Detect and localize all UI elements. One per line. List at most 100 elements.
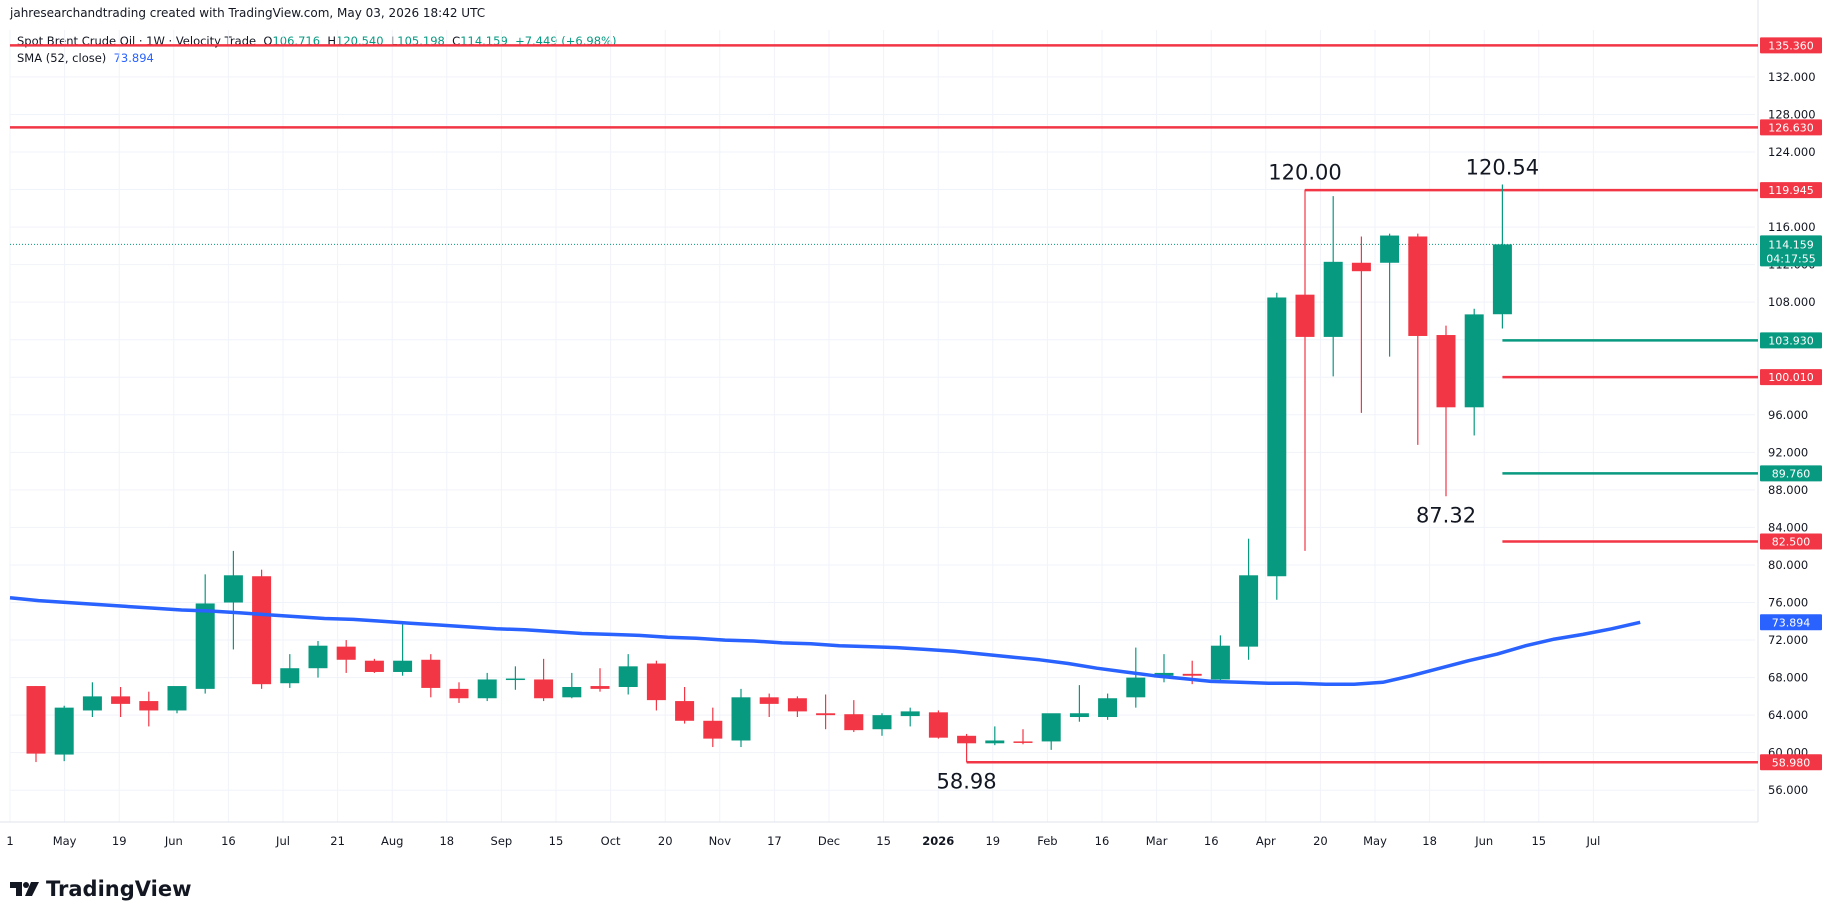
candle-body	[252, 576, 272, 685]
level-price-tag	[1760, 754, 1822, 771]
tradingview-brand[interactable]: TradingView	[10, 877, 191, 901]
x-tick-label: 15	[876, 834, 891, 848]
x-tick-label: Aug	[381, 834, 403, 848]
low-label: L	[390, 34, 398, 48]
last-price-label: 114.159	[1768, 238, 1814, 251]
close-label: C	[452, 34, 461, 48]
candle-body	[1408, 236, 1428, 336]
price-annotation: 120.54	[1466, 155, 1539, 179]
x-tick-label: 1	[6, 834, 13, 848]
candle-body	[646, 663, 666, 701]
price-chart[interactable]: 56.00060.00064.00068.00072.00076.00080.0…	[0, 0, 1835, 870]
x-tick-label: 21	[330, 834, 345, 848]
candle-body	[26, 686, 46, 754]
candle-body	[1126, 677, 1146, 698]
y-tick-label: 80.000	[1768, 558, 1808, 572]
x-tick-label: 2026	[922, 834, 954, 848]
y-tick-label: 124.000	[1768, 145, 1816, 159]
candle-body	[675, 701, 695, 721]
y-tick-label: 72.000	[1768, 633, 1808, 647]
level-price-tag	[1760, 37, 1822, 54]
x-tick-label: 18	[439, 834, 454, 848]
sma-legend[interactable]: SMA (52, close) 73.894	[17, 51, 154, 65]
candle-body	[1492, 244, 1512, 315]
x-tick-label: May	[53, 834, 77, 848]
sma-price-label: 73.894	[1772, 616, 1811, 629]
candle-body	[364, 660, 384, 672]
open-label: O	[263, 34, 273, 48]
candle-body	[787, 698, 807, 712]
candle-body	[534, 679, 554, 699]
candle-body	[900, 711, 920, 717]
y-tick-label: 92.000	[1768, 445, 1808, 459]
y-tick-label: 108.000	[1768, 295, 1816, 309]
candle-body	[562, 686, 582, 698]
x-tick-label: 16	[1095, 834, 1110, 848]
x-tick-label: Mar	[1146, 834, 1168, 848]
candle-body	[393, 660, 413, 672]
candle-body	[1380, 235, 1400, 263]
level-price-label: 100.010	[1768, 371, 1814, 384]
x-tick-label: May	[1363, 834, 1387, 848]
candle-body	[731, 697, 751, 741]
candle-body	[336, 646, 356, 660]
sma-value: 73.894	[113, 51, 154, 65]
candle-body	[590, 686, 610, 689]
candle-body	[1239, 575, 1259, 647]
candle-body	[1323, 261, 1343, 337]
candle-body	[1182, 673, 1202, 676]
candle-body	[449, 688, 469, 699]
level-price-tag	[1760, 182, 1822, 199]
price-annotation: 87.32	[1416, 503, 1476, 527]
price-annotation: 120.00	[1268, 161, 1341, 185]
x-tick-label: Nov	[709, 834, 732, 848]
x-tick-label: 17	[767, 834, 782, 848]
sma-line	[9, 596, 1641, 686]
level-price-tag	[1760, 119, 1822, 136]
x-tick-label: Feb	[1037, 834, 1057, 848]
y-tick-label: 64.000	[1768, 708, 1808, 722]
level-price-label: 82.500	[1772, 536, 1811, 549]
bar-countdown-label: 04:17:55	[1766, 252, 1815, 265]
level-price-label: 58.980	[1772, 756, 1811, 769]
y-tick-label: 68.000	[1768, 671, 1808, 685]
last-price-tag	[1760, 235, 1822, 267]
brand-name: TradingView	[46, 877, 192, 901]
candle-body	[1436, 335, 1456, 408]
y-tick-label: 128.000	[1768, 107, 1816, 121]
level-price-tag	[1760, 369, 1822, 386]
candle-body	[477, 679, 497, 699]
candle-body	[1267, 297, 1287, 577]
candle-body	[1069, 713, 1089, 718]
candle-body	[82, 696, 102, 711]
candle-body	[928, 712, 948, 738]
candle-body	[54, 707, 74, 755]
high-label: H	[327, 34, 336, 48]
candle-body	[985, 740, 1005, 744]
x-tick-label: 16	[1204, 834, 1219, 848]
level-price-tag	[1760, 332, 1822, 349]
y-tick-label: 96.000	[1768, 408, 1808, 422]
x-tick-label: 19	[112, 834, 127, 848]
candle-body	[223, 575, 243, 603]
candle-body	[1098, 698, 1118, 718]
x-tick-label: Jun	[1474, 834, 1493, 848]
level-price-label: 89.760	[1772, 467, 1811, 480]
candle-body	[1154, 672, 1174, 676]
price-annotation: 58.98	[937, 769, 997, 793]
y-tick-label: 132.000	[1768, 70, 1816, 84]
x-tick-label: 16	[221, 834, 236, 848]
level-price-tag	[1760, 465, 1822, 482]
candle-body	[308, 645, 328, 669]
x-tick-label: Oct	[601, 834, 621, 848]
level-price-tag	[1760, 533, 1822, 550]
level-price-label: 135.360	[1768, 39, 1814, 52]
candle-body	[872, 715, 892, 730]
candle-body	[1464, 314, 1484, 408]
candle-body	[1013, 741, 1033, 743]
y-tick-label: 116.000	[1768, 220, 1816, 234]
x-tick-label: 18	[1422, 834, 1437, 848]
candle-body	[195, 603, 215, 689]
level-price-label: 103.930	[1768, 334, 1814, 347]
candle-body	[759, 697, 779, 704]
